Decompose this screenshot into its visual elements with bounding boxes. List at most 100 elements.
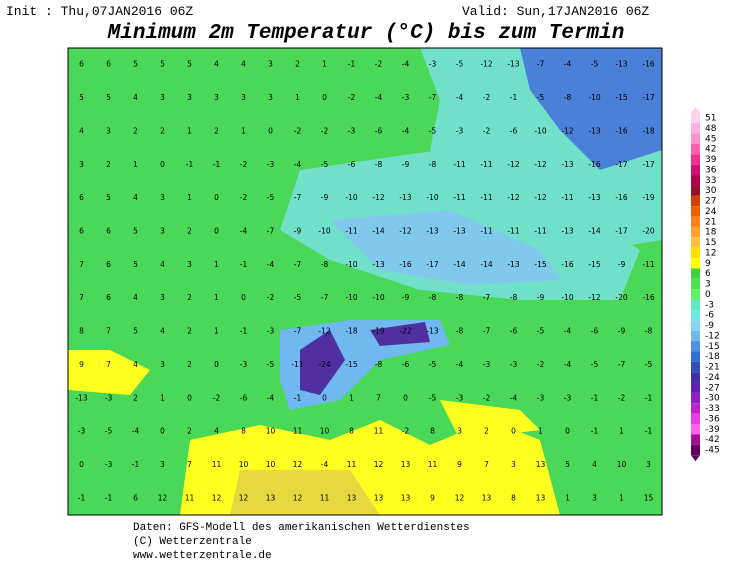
colorbar-bottom-tip xyxy=(691,455,700,462)
grid-value: 3 xyxy=(160,460,165,469)
grid-value: 0 xyxy=(241,293,246,302)
grid-value: 1 xyxy=(214,293,219,302)
colorbar-label: 48 xyxy=(705,124,717,134)
colorbar-label: -36 xyxy=(705,414,720,424)
grid-value: -11 xyxy=(480,193,492,202)
grid-value: 3 xyxy=(187,93,192,102)
grid-value: -5 xyxy=(267,360,275,369)
grid-value: -17 xyxy=(615,226,627,235)
colder-band xyxy=(330,210,560,285)
grid-value: -13 xyxy=(75,393,87,402)
colorbar-swatch xyxy=(691,299,700,310)
grid-value: -14 xyxy=(453,260,465,269)
grid-value: -18 xyxy=(345,327,357,336)
grid-value: -1 xyxy=(645,393,653,402)
grid-value: 0 xyxy=(322,93,327,102)
grid-value: 2 xyxy=(484,427,489,436)
grid-value: -9 xyxy=(402,160,410,169)
grid-value: -3 xyxy=(267,327,275,336)
grid-value: 3 xyxy=(106,126,111,135)
grid-value: 5 xyxy=(187,60,192,69)
grid-value: 5 xyxy=(79,93,84,102)
colorbar-swatch xyxy=(691,289,700,300)
grid-value: -6 xyxy=(402,360,410,369)
grid-value: -4 xyxy=(564,327,572,336)
map-title: Minimum 2m Temperatur (°C) bis zum Termi… xyxy=(107,22,625,45)
grid-value: -4 xyxy=(132,427,140,436)
grid-value: 3 xyxy=(160,93,165,102)
grid-value: 3 xyxy=(160,293,165,302)
grid-value: 3 xyxy=(160,226,165,235)
colorbar-swatch xyxy=(691,309,700,321)
warm-west xyxy=(68,350,150,395)
grid-value: -1 xyxy=(240,260,248,269)
grid-value: -7 xyxy=(483,327,491,336)
colorbar-swatch xyxy=(691,143,700,155)
grid-value: -3 xyxy=(240,360,248,369)
colorbar-label: 12 xyxy=(705,248,716,258)
grid-value: 8 xyxy=(79,327,84,336)
grid-value: -8 xyxy=(429,293,437,302)
grid-value: -11 xyxy=(480,160,492,169)
grid-value: -4 xyxy=(456,93,464,102)
grid-value: -11 xyxy=(453,160,465,169)
grid-value: -1 xyxy=(132,460,140,469)
grid-value: -4 xyxy=(267,393,275,402)
grid-value: -2 xyxy=(402,427,410,436)
grid-value: 11 xyxy=(347,460,357,469)
grid-value: 10 xyxy=(320,427,330,436)
colorbar-label: -39 xyxy=(705,425,720,435)
grid-value: -5 xyxy=(321,160,329,169)
grid-value: -13 xyxy=(426,226,438,235)
grid-value: -4 xyxy=(564,360,572,369)
grid-value: -10 xyxy=(345,193,357,202)
colorbar-swatch xyxy=(691,403,700,414)
grid-value: 8 xyxy=(349,427,354,436)
grid-value: -17 xyxy=(642,93,654,102)
colorbar-label: 0 xyxy=(705,290,711,300)
grid-value: 5 xyxy=(133,327,138,336)
grid-value: -3 xyxy=(483,360,491,369)
grid-value: -5 xyxy=(429,126,437,135)
grid-value: -10 xyxy=(561,293,573,302)
grid-value: -2 xyxy=(321,126,329,135)
grid-value: 12 xyxy=(158,493,168,502)
grid-value: -5 xyxy=(294,293,302,302)
grid-value: 0 xyxy=(322,393,327,402)
colorbar-label: -33 xyxy=(705,404,720,414)
colorbar-swatch xyxy=(691,154,700,165)
grid-value: -7 xyxy=(267,226,275,235)
grid-value: 0 xyxy=(214,193,219,202)
grid-value: 12 xyxy=(293,493,303,502)
grid-value: -16 xyxy=(615,193,627,202)
grid-value: -2 xyxy=(213,393,221,402)
colorbar-label: 27 xyxy=(705,197,716,207)
colorbar-label: 30 xyxy=(705,186,717,196)
grid-value: -12 xyxy=(534,160,546,169)
grid-value: 4 xyxy=(592,460,597,469)
colorbar-swatch xyxy=(691,216,700,227)
grid-value: 6 xyxy=(106,60,111,69)
grid-value: -5 xyxy=(537,93,545,102)
colorbar-swatch xyxy=(691,206,700,217)
colorbar-swatch xyxy=(691,382,700,393)
grid-value: 3 xyxy=(160,193,165,202)
grid-value: 3 xyxy=(457,427,462,436)
grid-value: 0 xyxy=(214,360,219,369)
grid-value: 3 xyxy=(160,360,165,369)
grid-value: -13 xyxy=(588,126,600,135)
grid-value: 1 xyxy=(619,493,624,502)
grid-value: -12 xyxy=(561,126,573,135)
grid-value: -4 xyxy=(240,226,248,235)
colorbar-swatch xyxy=(691,434,700,445)
grid-value: -2 xyxy=(240,160,248,169)
grid-value: 1 xyxy=(133,160,138,169)
colorbar-swatch xyxy=(691,164,700,176)
grid-value: 15 xyxy=(644,493,654,502)
grid-value: -6 xyxy=(348,160,356,169)
colorbar-swatch xyxy=(691,185,700,196)
grid-value: 4 xyxy=(214,427,219,436)
grid-value: -3 xyxy=(267,160,275,169)
grid-value: -2 xyxy=(267,293,275,302)
grid-value: 9 xyxy=(79,360,84,369)
